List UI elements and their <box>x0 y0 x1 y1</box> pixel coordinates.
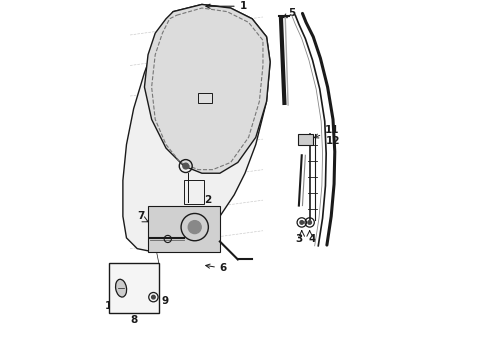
Bar <box>198 93 212 103</box>
Bar <box>298 134 313 144</box>
Bar <box>184 180 204 204</box>
Text: 11: 11 <box>314 125 340 138</box>
Text: 5: 5 <box>283 8 295 18</box>
Bar <box>148 206 220 252</box>
Ellipse shape <box>116 279 126 297</box>
Polygon shape <box>145 4 270 173</box>
Text: 8: 8 <box>130 315 137 325</box>
Polygon shape <box>123 4 270 252</box>
Text: 7: 7 <box>137 211 145 221</box>
Text: 12: 12 <box>326 136 341 146</box>
Text: 1: 1 <box>206 1 247 11</box>
Circle shape <box>188 221 201 234</box>
Circle shape <box>183 163 189 169</box>
Circle shape <box>308 221 312 224</box>
Text: 6: 6 <box>206 264 227 273</box>
Text: 4: 4 <box>309 234 316 244</box>
Text: 9: 9 <box>161 296 169 306</box>
Text: 10: 10 <box>105 301 120 311</box>
Circle shape <box>151 295 155 299</box>
Text: 3: 3 <box>295 234 302 244</box>
Text: 2: 2 <box>204 195 211 205</box>
Bar <box>108 263 159 313</box>
Circle shape <box>300 221 303 224</box>
